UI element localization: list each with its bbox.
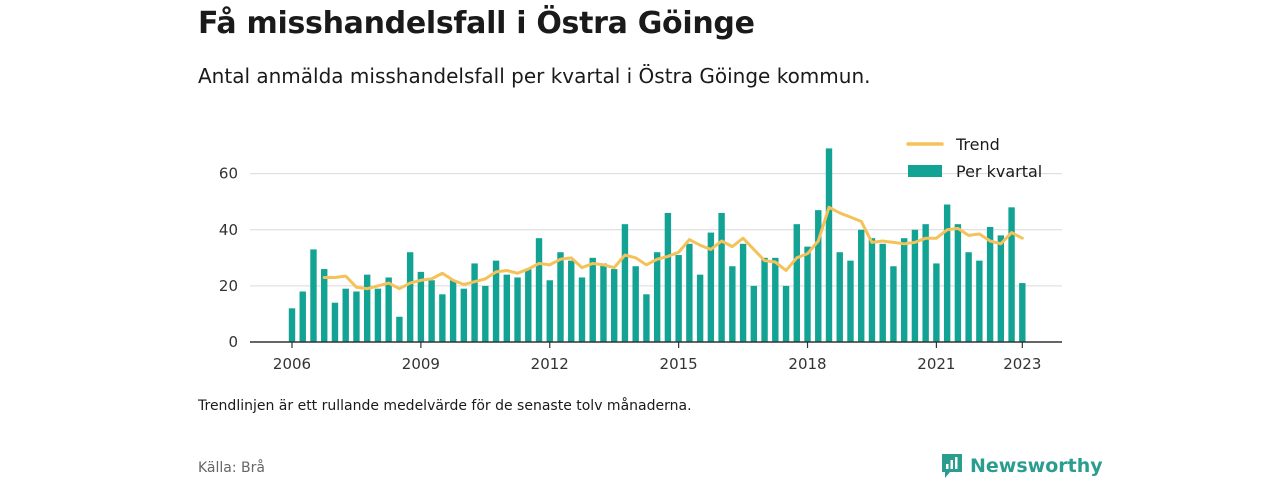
y-tick-label: 40 xyxy=(219,221,238,239)
bar xyxy=(428,280,435,342)
axes: 0 20 40 60 2006 2009 2012 2015 2018 2021 2023 xyxy=(219,165,1062,373)
bar xyxy=(761,257,768,342)
bar xyxy=(342,288,349,342)
bar xyxy=(911,229,919,342)
legend-trend-label: Trend xyxy=(955,135,1000,154)
bar xyxy=(632,266,639,342)
bar xyxy=(847,260,854,342)
bar xyxy=(858,229,865,342)
bar xyxy=(718,212,725,342)
bar xyxy=(374,288,382,342)
newsworthy-logo-icon xyxy=(942,454,962,478)
bar xyxy=(310,249,317,342)
bar xyxy=(525,269,532,342)
source-label: Källa: Brå xyxy=(198,460,265,476)
bar xyxy=(546,280,553,342)
footnote: Trendlinjen är ett rullande medelvärde f… xyxy=(198,398,692,414)
bar xyxy=(643,294,650,342)
bar xyxy=(954,224,962,342)
bar xyxy=(750,285,758,342)
bar xyxy=(611,269,618,342)
bar xyxy=(621,224,629,342)
bar xyxy=(879,243,886,342)
chart-title: Få misshandelsfall i Östra Göinge xyxy=(198,6,755,41)
bar xyxy=(482,285,489,342)
bar xyxy=(331,302,339,342)
bar xyxy=(729,266,736,342)
bar xyxy=(675,255,682,342)
x-tick-label: 2012 xyxy=(531,355,569,373)
bar xyxy=(836,252,843,342)
bar xyxy=(997,235,1005,342)
bar xyxy=(825,148,833,342)
bar xyxy=(385,277,392,342)
bar xyxy=(514,277,521,342)
bars xyxy=(288,148,1026,342)
bar xyxy=(535,238,543,342)
bar xyxy=(589,257,596,342)
bar xyxy=(471,263,478,342)
bar xyxy=(890,266,897,342)
bar xyxy=(1019,283,1026,342)
bar xyxy=(503,274,510,342)
bar xyxy=(815,210,822,342)
x-tick-label: 2023 xyxy=(1003,355,1041,373)
x-tick-label: 2006 xyxy=(273,355,311,373)
trend-line-layer xyxy=(322,205,1024,291)
bar xyxy=(578,277,586,342)
bar xyxy=(793,224,800,342)
bar xyxy=(696,274,704,342)
bar xyxy=(943,204,951,342)
bar xyxy=(772,257,779,342)
bar xyxy=(653,252,661,342)
bar xyxy=(933,263,940,342)
bar xyxy=(288,308,296,342)
bar xyxy=(804,246,811,342)
bar xyxy=(686,243,693,342)
newsworthy-logo: Newsworthy xyxy=(940,452,1103,480)
bar xyxy=(965,252,972,342)
x-tick-label: 2021 xyxy=(917,355,955,373)
bar xyxy=(363,274,371,342)
bar xyxy=(568,260,575,342)
x-tick-label: 2009 xyxy=(402,355,440,373)
legend: Trend Per kvartal xyxy=(906,135,1042,181)
trend-line xyxy=(322,205,1024,291)
bar xyxy=(396,316,403,342)
newsworthy-logo-text: Newsworthy xyxy=(970,455,1103,477)
bar xyxy=(707,232,715,342)
bar xyxy=(353,291,360,342)
bar xyxy=(406,252,414,342)
bar xyxy=(439,294,446,342)
y-tick-label: 20 xyxy=(219,277,238,295)
bar xyxy=(449,280,457,342)
bar xyxy=(900,238,908,342)
y-tick-label: 0 xyxy=(228,333,238,351)
bar xyxy=(460,288,468,342)
x-tick-label: 2018 xyxy=(788,355,826,373)
y-tick-label: 60 xyxy=(219,165,238,183)
bar xyxy=(557,252,564,342)
bar xyxy=(321,269,328,342)
x-tick-label: 2015 xyxy=(660,355,698,373)
legend-bar-swatch xyxy=(908,165,942,177)
bar xyxy=(664,212,672,342)
bar xyxy=(417,271,425,342)
bar xyxy=(299,291,306,342)
bar xyxy=(976,260,983,342)
legend-bar-label: Per kvartal xyxy=(956,162,1042,181)
bar xyxy=(1008,207,1015,342)
bar xyxy=(868,238,876,342)
bar xyxy=(922,224,929,342)
chart-subtitle: Antal anmälda misshandelsfall per kvarta… xyxy=(198,64,871,88)
bar xyxy=(782,285,790,342)
bar xyxy=(600,263,607,342)
bar xyxy=(492,260,500,342)
bar xyxy=(739,243,747,342)
bar xyxy=(986,226,994,342)
